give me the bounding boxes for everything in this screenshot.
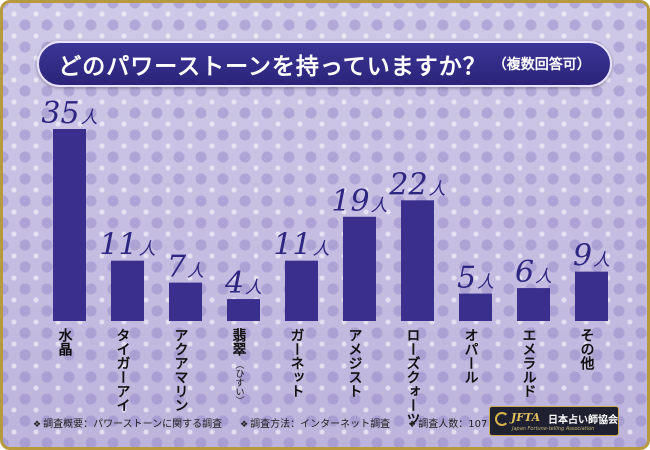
data-label-8: 5人 (457, 261, 494, 296)
data-label-6: 19人 (331, 184, 387, 219)
footnote-text: 調査概要：パワーストーンに関する調査 (43, 419, 223, 430)
category-label-7: ローズクォーツ (405, 328, 421, 426)
category-label-4: 翡翠 (231, 327, 247, 357)
crescent-icon (495, 412, 509, 426)
category-label-8: オパール (463, 328, 479, 384)
footnote-text: 調査人数：107 人 (418, 419, 501, 430)
bar-5 (285, 260, 318, 321)
footnote-survey-overview: ❖ 調査概要：パワーストーンに関する調査 (33, 415, 222, 430)
data-label-5: 11人 (273, 228, 329, 263)
footnote-mark: ❖ (240, 420, 249, 430)
footnote-mark: ❖ (408, 420, 417, 430)
chart-subtitle: （複数回答可） (492, 57, 591, 73)
bar-2 (111, 260, 144, 321)
logo-english-name: Japan Fortune-telling Association (512, 426, 595, 432)
bar-1 (53, 129, 86, 321)
data-label-3: 7人 (167, 250, 204, 285)
jfta-logo: JFTA 日本占い師協会 Japan Fortune-telling Assoc… (489, 406, 619, 436)
category-label-2: タイガーアイ (115, 328, 131, 412)
data-label-1: 35人 (41, 96, 97, 131)
logo-name: 日本占い師協会 (548, 415, 618, 426)
data-label-2: 11人 (99, 228, 155, 263)
footnotes: ❖ 調査概要：パワーストーンに関する調査 ❖ 調査方法：インターネット調査 ❖ 調査人… (33, 415, 501, 430)
bar-9 (517, 288, 550, 321)
data-label-9: 6人 (515, 255, 552, 290)
category-label-1: 水晶 (57, 327, 73, 356)
category-note-4: （ひすい） (234, 360, 245, 405)
category-label-9: エメラルド (521, 328, 537, 398)
title-banner: どのパワーストーンを持っていますか？ （複数回答可） (37, 41, 612, 87)
logo-abbreviation: JFTA (511, 411, 541, 424)
bar-3 (169, 282, 202, 321)
category-label-5: ガーネット (289, 328, 305, 398)
bar-8 (459, 293, 492, 321)
data-label-10: 9人 (573, 239, 610, 274)
chart-title: どのパワーストーンを持っていますか？ (58, 54, 487, 80)
data-label-4: 4人 (224, 266, 262, 301)
category-label-3: アクアマリン (173, 328, 189, 412)
category-label-6: アメジスト (347, 328, 363, 398)
footnote-survey-method: ❖ 調査方法：インターネット調査 (240, 415, 390, 430)
footnote-respondents: ❖ 調査人数：107 人 (408, 415, 500, 430)
bar-4 (227, 299, 260, 321)
category-label-10: その他 (579, 328, 596, 371)
footnote-mark: ❖ (33, 420, 42, 430)
data-label-7: 22人 (388, 167, 445, 202)
footnote-text: 調査方法：インターネット調査 (250, 419, 391, 430)
bar-10 (575, 271, 608, 321)
bar-6 (343, 216, 376, 321)
bar-7 (401, 200, 434, 321)
